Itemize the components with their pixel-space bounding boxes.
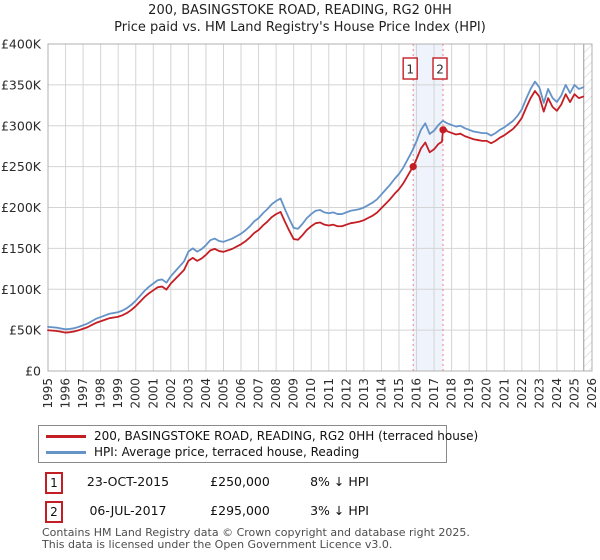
svg-text:2002: 2002 — [164, 378, 178, 409]
svg-text:2025: 2025 — [567, 378, 581, 409]
chart-title: 200, BASINGSTOKE ROAD, READING, RG2 0HH — [148, 3, 452, 18]
svg-text:1995: 1995 — [41, 378, 55, 409]
sale-2-price: £295,000 — [210, 503, 270, 518]
svg-text:2010: 2010 — [304, 378, 318, 409]
svg-text:2012: 2012 — [339, 378, 353, 409]
svg-text:2015: 2015 — [392, 378, 406, 409]
svg-text:2018: 2018 — [445, 378, 459, 409]
sale-2-date: 06-JUL-2017 — [89, 503, 167, 518]
svg-text:2006: 2006 — [234, 378, 248, 409]
svg-text:2004: 2004 — [199, 378, 213, 409]
sale-1-flag — [402, 57, 418, 80]
svg-text:2013: 2013 — [357, 378, 371, 409]
sale-1-date: 23-OCT-2015 — [86, 474, 170, 489]
footer-line1: Contains HM Land Registry data © Crown c… — [42, 526, 470, 539]
sale-row-2: 2 06-JUL-2017 £295,000 3% ↓ HPI — [0, 501, 600, 523]
svg-text:2022: 2022 — [515, 378, 529, 409]
sale-row-1: 1 23-OCT-2015 £250,000 8% ↓ HPI — [0, 472, 600, 494]
property-price-line — [47, 90, 585, 334]
sale-2-dot — [439, 126, 447, 134]
sale-2-hpi-delta: 3% ↓ HPI — [310, 503, 369, 518]
svg-text:2009: 2009 — [287, 378, 301, 409]
svg-text:2020: 2020 — [480, 378, 494, 409]
footer-line2: This data is licensed under the Open Gov… — [42, 537, 393, 551]
legend-property-label: 200, BASINGSTOKE ROAD, READING, RG2 0HH … — [94, 429, 479, 443]
property-line-swatch — [46, 434, 86, 438]
svg-text:2007: 2007 — [252, 378, 266, 409]
svg-text:2014: 2014 — [374, 378, 388, 409]
sale-2-flag — [432, 57, 448, 80]
svg-text:£250K: £250K — [1, 159, 42, 174]
hpi-line — [47, 80, 585, 331]
no-data-hatch — [583, 44, 592, 371]
svg-text:2005: 2005 — [216, 378, 230, 409]
svg-text:1997: 1997 — [76, 378, 90, 409]
svg-text:2000: 2000 — [129, 378, 143, 409]
svg-text:1996: 1996 — [59, 378, 73, 409]
svg-text:£150K: £150K — [1, 241, 42, 256]
svg-text:£350K: £350K — [1, 77, 42, 92]
sale-1-number-badge: 1 — [45, 472, 63, 494]
svg-text:1999: 1999 — [111, 378, 125, 409]
svg-text:2023: 2023 — [532, 378, 546, 409]
svg-text:£300K: £300K — [1, 118, 42, 133]
svg-text:2024: 2024 — [550, 378, 564, 409]
sale-1-price: £250,000 — [210, 474, 270, 489]
svg-text:£200K: £200K — [1, 200, 42, 215]
sale-2-number-badge: 2 — [45, 501, 63, 523]
svg-text:2008: 2008 — [269, 378, 283, 409]
svg-text:2001: 2001 — [146, 378, 160, 409]
price-chart: 1 2 £0 £50K £100K £150K £200K £250K £300K £350K £4… — [1, 37, 599, 409]
svg-text:2021: 2021 — [497, 378, 511, 409]
svg-text:1998: 1998 — [94, 378, 108, 409]
sale-1-hpi-delta: 8% ↓ HPI — [310, 474, 369, 489]
legend-row-hpi: HPI: Average price, terraced house, Read… — [39, 444, 446, 460]
sale-1-dot — [409, 163, 417, 171]
svg-text:2011: 2011 — [322, 378, 336, 409]
svg-text:1: 1 — [406, 63, 414, 77]
chart-subtitle: Price paid vs. HM Land Registry's House … — [114, 20, 486, 35]
svg-text:£100K: £100K — [1, 282, 42, 297]
svg-text:2016: 2016 — [410, 378, 424, 409]
footer: Contains HM Land Registry data © Crown c… — [42, 527, 470, 550]
svg-text:£50K: £50K — [9, 323, 42, 338]
svg-text:2017: 2017 — [427, 378, 441, 409]
legend-hpi-label: HPI: Average price, terraced house, Read… — [94, 445, 360, 459]
svg-text:2019: 2019 — [462, 378, 476, 409]
legend: 200, BASINGSTOKE ROAD, READING, RG2 0HH … — [38, 425, 478, 463]
legend-row-property: 200, BASINGSTOKE ROAD, READING, RG2 0HH … — [39, 428, 478, 444]
svg-text:2026: 2026 — [585, 378, 599, 409]
svg-text:£0: £0 — [25, 364, 41, 379]
svg-text:2: 2 — [436, 63, 444, 77]
svg-text:2003: 2003 — [181, 378, 195, 409]
svg-text:£400K: £400K — [1, 37, 42, 52]
hpi-line-swatch — [46, 450, 86, 454]
